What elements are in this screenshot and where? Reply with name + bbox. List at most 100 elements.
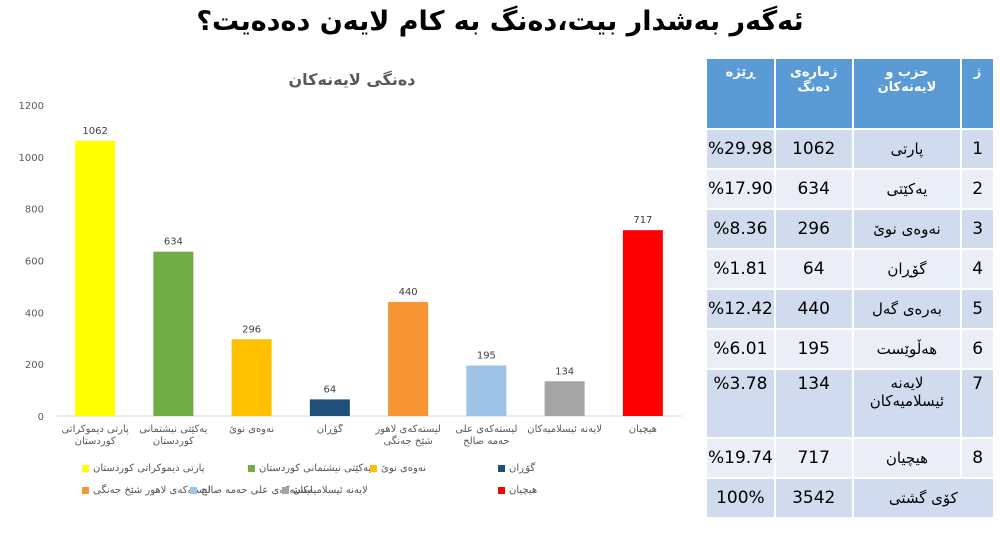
- party-name: لایەنە ئیسلامیەکان: [851, 368, 963, 439]
- row-number: 6: [960, 328, 995, 370]
- legend-swatch: [82, 464, 89, 472]
- y-tick-label: 0: [38, 412, 44, 423]
- legend-swatch: [498, 464, 505, 472]
- vote-count: 634: [773, 168, 854, 210]
- vote-count: 134: [773, 368, 854, 439]
- header-party: حزب و لایەنەکان: [851, 57, 963, 130]
- chart-svg: دەنگی لایەنەکان 0 200 400 600 800 1000 1200 1062…: [19, 70, 682, 447]
- vote-percent: %19.74: [705, 437, 776, 479]
- table-row: 5 بەرەی گەل 440 %12.42: [705, 288, 995, 330]
- legend-label: لایەنە ئیسلامیەکان: [293, 485, 368, 496]
- legend-item: پارتی دیموکراتی کوردستان: [82, 463, 205, 474]
- legend-item: گۆڕان: [498, 463, 535, 474]
- row-number: 4: [960, 248, 995, 290]
- x-tick-text: پارتی دیموکراتی کوردستان: [61, 424, 129, 447]
- vote-count: 717: [773, 437, 854, 479]
- data-label: 134: [555, 366, 574, 377]
- x-tick-text: لیستەکەی علی حەمە صالح: [455, 424, 518, 447]
- vote-count: 296: [773, 208, 854, 250]
- bar: [153, 251, 194, 416]
- legend-swatch: [248, 464, 255, 472]
- x-tick-label: یەکێتی نیشتمانی کوردستان: [139, 424, 208, 447]
- party-name: بەرەی گەل: [851, 288, 963, 330]
- vote-count: 64: [773, 248, 854, 290]
- bar: [309, 399, 350, 416]
- data-label: 634: [164, 237, 183, 248]
- legend-label: یەکێتی نیشتمانی کوردستان: [259, 463, 372, 474]
- legend-label: نەوەی نوێ: [381, 463, 426, 474]
- legend-label: پارتی دیموکراتی کوردستان: [93, 463, 205, 474]
- total-percent: 100%: [705, 477, 776, 519]
- legend-swatch: [282, 486, 289, 494]
- table-row: 2 یەکێتی 634 %17.90: [705, 168, 995, 210]
- data-label: 1062: [82, 126, 107, 137]
- vote-percent: %29.98: [705, 128, 776, 170]
- table-header: ژ حزب و لایەنەکان ژمارەی دەنگ ڕێژە: [705, 57, 995, 130]
- party-name: هەڵوێست: [851, 328, 963, 370]
- vote-percent: %8.36: [705, 208, 776, 250]
- table-row: 8 هیچیان 717 %19.74: [705, 437, 995, 479]
- x-tick-label: نەوەی نوێ: [229, 424, 275, 435]
- legend-item: لیستەکەی لاهور شێخ جەنگی: [82, 485, 211, 496]
- y-tick-label: 400: [25, 308, 44, 319]
- bar: [466, 365, 507, 416]
- legend-label: لیستەکەی علی حەمە صالح: [201, 485, 313, 496]
- party-name: نەوەی نوێ: [851, 208, 963, 250]
- vote-percent: %17.90: [705, 168, 776, 210]
- party-name: پارتی: [851, 128, 963, 170]
- table-row: 6 هەڵوێست 195 %6.01: [705, 328, 995, 370]
- y-tick-label: 200: [25, 360, 44, 371]
- vote-percent: %3.78: [705, 368, 776, 439]
- x-tick-label: لیستەکەی علی حەمە صالح: [455, 424, 518, 447]
- table-row: 3 نەوەی نوێ 296 %8.36: [705, 208, 995, 250]
- bar: [75, 140, 116, 416]
- x-tick-label: گۆڕان: [317, 424, 343, 435]
- x-tick-label: لایەنە ئیسلامیەکان: [527, 424, 602, 435]
- vote-count: 1062: [773, 128, 854, 170]
- legend-swatch: [370, 464, 377, 472]
- chart-title: دەنگی لایەنەکان: [288, 70, 415, 89]
- vote-percent: %6.01: [705, 328, 776, 370]
- header-percent: ڕێژە: [705, 57, 776, 130]
- y-tick-label: 1000: [19, 153, 44, 164]
- legend-swatch: [190, 486, 197, 494]
- x-tick-text: لیستەکەی لاهور شێخ جەنگی: [375, 424, 441, 447]
- party-name: یەکێتی: [851, 168, 963, 210]
- legend-item: لیستەکەی علی حەمە صالح: [190, 485, 313, 496]
- row-number: 3: [960, 208, 995, 250]
- bar: [388, 301, 429, 416]
- total-row: کۆی گشتی 3542 100%: [705, 477, 996, 519]
- legend-label: هیچیان: [509, 485, 538, 496]
- total-votes: 3542: [773, 477, 854, 519]
- x-tick-label: لیستەکەی لاهور شێخ جەنگی: [375, 424, 441, 447]
- page-title: ئەگەر بەشدار بیت،دەنگ بە کام لایەن دەدەی…: [196, 6, 804, 37]
- x-tick-text: هیچیان: [628, 424, 657, 435]
- row-number: 8: [960, 437, 995, 479]
- bar-chart: دەنگی لایەنەکان 0 200 400 600 800 1000 1200 1062…: [12, 55, 692, 505]
- header-votes: ژمارەی دەنگ: [773, 57, 854, 130]
- legend-item: نەوەی نوێ: [370, 463, 426, 474]
- y-tick-label: 1200: [19, 101, 44, 112]
- table-row: 7 لایەنە ئیسلامیەکان 134 %3.78: [705, 368, 995, 439]
- y-tick-label: 600: [25, 257, 44, 268]
- vote-count: 440: [773, 288, 854, 330]
- vote-percent: %12.42: [705, 288, 776, 330]
- vote-percent: %1.81: [705, 248, 776, 290]
- x-tick-text: لایەنە ئیسلامیەکان: [527, 424, 602, 435]
- legend-swatch: [498, 486, 505, 494]
- x-tick-text: نەوەی نوێ: [229, 424, 275, 435]
- x-tick-text: یەکێتی نیشتمانی کوردستان: [139, 424, 208, 447]
- legend-item: یەکێتی نیشتمانی کوردستان: [248, 463, 371, 474]
- row-number: 5: [960, 288, 995, 330]
- legend-item: هیچیان: [498, 485, 537, 496]
- bar: [544, 381, 585, 416]
- table-row: 4 گۆڕان 64 %1.81: [705, 248, 995, 290]
- data-label: 64: [324, 384, 337, 395]
- x-tick-label: پارتی دیموکراتی کوردستان: [61, 424, 129, 447]
- legend-label: گۆڕان: [509, 463, 536, 474]
- bar: [231, 339, 272, 416]
- legend-label: لیستەکەی لاهور شێخ جەنگی: [93, 485, 211, 496]
- legend-swatch: [82, 486, 89, 494]
- legend-item: لایەنە ئیسلامیەکان: [282, 485, 368, 496]
- vote-count: 195: [773, 328, 854, 370]
